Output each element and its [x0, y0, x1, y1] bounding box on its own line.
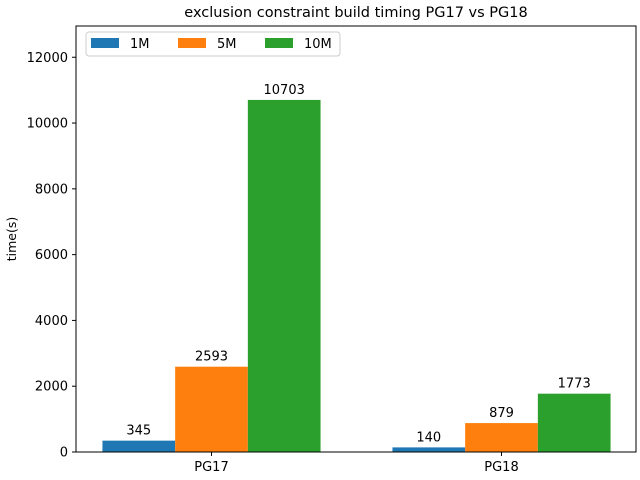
legend-label: 10M: [304, 37, 332, 52]
data-label: 2593: [195, 350, 228, 365]
x-tick-label: PG18: [484, 460, 518, 475]
data-label: 879: [489, 406, 514, 421]
x-axis-ticks: PG17 PG18: [194, 452, 519, 475]
bar-1M-PG17: [102, 440, 176, 452]
bars-group: [102, 99, 611, 453]
legend: 1M 5M 10M: [85, 31, 341, 57]
legend-swatch: [178, 38, 206, 48]
y-tick-label: 0: [60, 446, 68, 461]
y-tick-label: 4000: [35, 314, 68, 329]
bar-10M-PG18: [537, 393, 611, 452]
chart-title: exclusion constraint build timing PG17 v…: [184, 5, 527, 21]
legend-label: 5M: [217, 37, 237, 52]
legend-box: [85, 31, 341, 57]
y-tick-label: 2000: [35, 380, 68, 395]
y-tick-label: 12000: [27, 51, 68, 66]
bar-5M-PG17: [175, 366, 248, 452]
bar-10M-PG17: [247, 99, 321, 453]
data-label: 345: [126, 424, 151, 439]
plot-frame: [75, 25, 637, 453]
legend-swatch: [265, 38, 293, 48]
bar-5M-PG18: [465, 423, 538, 452]
x-tick-label: PG17: [194, 460, 228, 475]
y-tick-label: 6000: [35, 248, 68, 263]
data-label: 1773: [558, 377, 591, 392]
y-tick-label: 10000: [27, 117, 68, 132]
y-axis-label: time(s): [4, 217, 19, 262]
y-tick-label: 8000: [35, 182, 68, 197]
legend-label: 1M: [130, 37, 150, 52]
bar-1M-PG18: [392, 447, 466, 452]
y-axis-ticks: 0 2000 4000 6000 8000 10000 12000: [27, 51, 76, 461]
legend-swatch: [91, 38, 119, 48]
data-label: 140: [416, 430, 441, 445]
data-label: 10703: [264, 83, 305, 98]
data-labels-group: 345 140 2593 879 10703 1773: [126, 83, 590, 445]
